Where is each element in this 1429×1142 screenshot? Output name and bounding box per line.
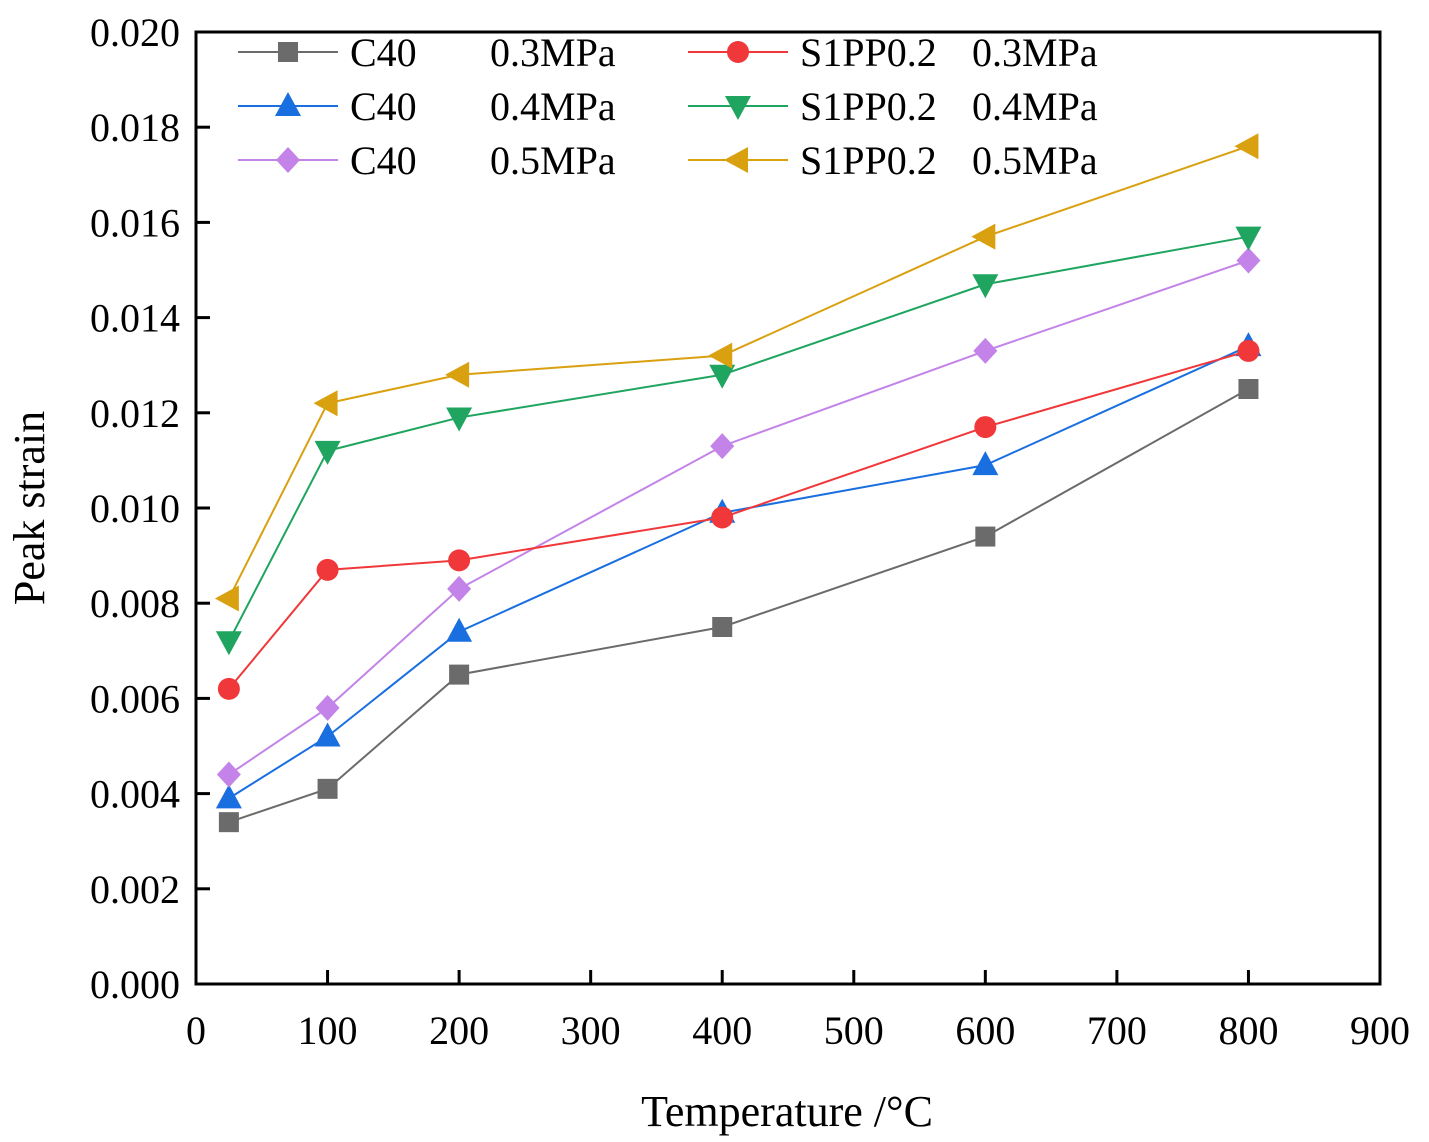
data-point <box>314 722 341 747</box>
legend-series-name: S1PP0.2 <box>800 138 937 183</box>
y-tick-label: 0.002 <box>90 867 180 912</box>
data-point <box>215 784 242 809</box>
y-tick-label: 0.006 <box>90 676 180 721</box>
legend-series-pressure: 0.4MPa <box>972 84 1098 129</box>
data-point <box>1235 226 1262 251</box>
data-point <box>317 778 338 799</box>
data-point <box>314 440 341 465</box>
legend-series-pressure: 0.5MPa <box>490 138 616 183</box>
plot-frame <box>194 30 1382 986</box>
y-tick-label: 0.010 <box>90 486 180 531</box>
series-line <box>228 235 1249 642</box>
x-tick-label: 900 <box>1350 1008 1410 1053</box>
data-point <box>972 274 999 299</box>
data-point <box>445 361 470 388</box>
x-tick-label: 300 <box>561 1008 621 1053</box>
x-tick-label: 0 <box>186 1008 206 1053</box>
legend-series-name: C40 <box>350 30 417 75</box>
legend-marker <box>725 96 751 120</box>
x-tick-label: 200 <box>429 1008 489 1053</box>
data-point <box>710 433 735 460</box>
series-4 <box>215 226 1262 656</box>
series-3 <box>217 339 1260 700</box>
legend-item: S1PP0.2 0.4MPa <box>688 84 1098 129</box>
data-point <box>217 677 240 700</box>
data-point <box>446 407 473 432</box>
y-tick-label: 0.008 <box>90 581 180 626</box>
y-tick-label: 0.000 <box>90 962 180 1007</box>
data-point <box>214 585 239 612</box>
legend-marker <box>727 41 749 63</box>
series-1 <box>215 332 1262 809</box>
legend-series-pressure: 0.5MPa <box>972 138 1098 183</box>
data-point <box>447 575 472 602</box>
legend-series-name: S1PP0.2 <box>800 30 937 75</box>
series-line <box>228 349 1249 690</box>
data-point <box>709 364 736 389</box>
y-tick-label: 0.004 <box>90 772 180 817</box>
x-tick-label: 600 <box>955 1008 1015 1053</box>
y-tick-label: 0.016 <box>90 200 180 245</box>
legend-marker <box>276 147 300 173</box>
x-tick-label: 700 <box>1087 1008 1147 1053</box>
series-line <box>228 345 1249 800</box>
series-5 <box>214 133 1259 612</box>
data-point <box>712 617 733 637</box>
data-point <box>708 342 733 369</box>
series-0 <box>218 379 1259 833</box>
x-tick-label: 800 <box>1218 1008 1278 1053</box>
legend-series-pressure: 0.3MPa <box>972 30 1098 75</box>
legend-marker <box>278 42 298 62</box>
legend-series-pressure: 0.4MPa <box>490 84 616 129</box>
x-tick-label: 400 <box>692 1008 752 1053</box>
series-line <box>228 388 1249 824</box>
legend-item: C40 0.5MPa <box>238 138 616 183</box>
legend-marker <box>275 92 301 116</box>
series-line <box>227 145 1249 599</box>
legend-series-pressure: 0.3MPa <box>490 30 616 75</box>
data-point <box>215 631 242 656</box>
data-point <box>974 416 997 439</box>
data-point <box>711 506 734 529</box>
data-point <box>448 549 471 572</box>
x-axis-title: Temperature /°C <box>641 1087 933 1136</box>
data-point <box>449 664 470 685</box>
data-point <box>315 694 340 721</box>
data-point <box>1238 379 1259 399</box>
y-tick-label: 0.014 <box>90 296 180 341</box>
legend-item: S1PP0.2 0.3MPa <box>688 30 1098 75</box>
legend-item: C40 0.3MPa <box>238 30 616 75</box>
axis-ticks: 0 100 200 300 400 500 600 700 800 900 0.000 0.002 0.… <box>90 10 1410 1053</box>
y-tick-label: 0.020 <box>90 10 180 55</box>
data-point <box>975 526 996 547</box>
data-point <box>218 812 239 833</box>
data-point <box>313 390 338 417</box>
data-point <box>1237 339 1260 362</box>
series-2 <box>216 247 1261 788</box>
x-tick-label: 500 <box>824 1008 884 1053</box>
series-layer <box>214 133 1262 833</box>
y-tick-label: 0.018 <box>90 105 180 150</box>
data-point <box>973 337 998 364</box>
legend-marker <box>724 147 748 173</box>
legend-item: C40 0.4MPa <box>238 84 616 129</box>
legend-item: S1PP0.2 0.5MPa <box>688 138 1098 183</box>
data-point <box>316 558 339 581</box>
y-axis-title: Peak strain <box>5 411 54 605</box>
data-point <box>446 617 473 642</box>
data-point <box>1236 247 1261 274</box>
legend-series-name: C40 <box>350 84 417 129</box>
legend-series-name: S1PP0.2 <box>800 84 937 129</box>
legend: C40 0.3MPa C40 0.4MPa C40 0.5MPa S1PP0.2 0.3MPa… <box>238 30 1098 183</box>
data-point <box>971 223 996 250</box>
legend-series-name: C40 <box>350 138 417 183</box>
x-tick-label: 100 <box>298 1008 358 1053</box>
y-tick-label: 0.012 <box>90 391 180 436</box>
series-line <box>228 259 1249 776</box>
data-point <box>972 451 999 476</box>
data-point <box>216 761 241 788</box>
data-point <box>1234 133 1259 160</box>
